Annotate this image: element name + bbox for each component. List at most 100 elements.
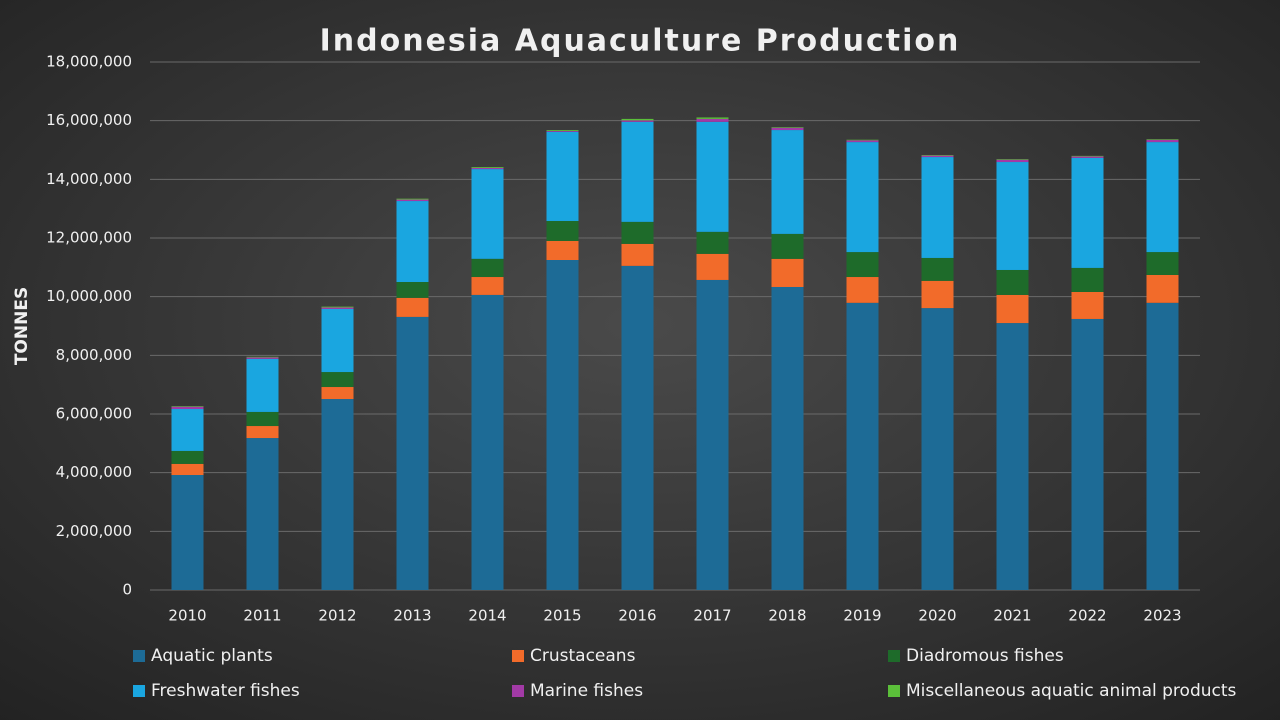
- bar-segment: [846, 140, 879, 143]
- bar-segment: [1146, 252, 1179, 275]
- bar-segment: [396, 201, 429, 282]
- bar-segment: [621, 265, 654, 590]
- x-tick-label: 2021: [993, 607, 1031, 625]
- legend-label: Miscellaneous aquatic animal products: [906, 681, 1237, 701]
- bar-segment: [696, 121, 729, 232]
- y-tick-label: 2,000,000: [56, 522, 132, 540]
- bar-segment: [321, 399, 354, 590]
- bar-segment: [696, 231, 729, 254]
- legend-swatch: [133, 685, 145, 697]
- bar-segment: [621, 120, 654, 122]
- y-tick-label: 14,000,000: [46, 170, 132, 188]
- bar-segment: [471, 167, 504, 170]
- bar-segment: [171, 463, 204, 476]
- bar-segment: [246, 426, 279, 439]
- x-tick-label: 2018: [768, 607, 806, 625]
- x-tick-label: 2020: [918, 607, 956, 625]
- x-tick-label: 2022: [1068, 607, 1106, 625]
- bar-segment: [246, 357, 279, 359]
- bar-segment: [171, 406, 204, 410]
- y-tick-label: 4,000,000: [56, 463, 132, 481]
- bar-segment: [771, 127, 804, 128]
- bar-segment: [996, 294, 1029, 324]
- bar-segment: [621, 118, 654, 121]
- bar-segment: [546, 131, 579, 221]
- bar-segment: [396, 198, 429, 200]
- bar-segment: [171, 409, 204, 451]
- bar-segment: [1146, 142, 1179, 253]
- bar-segment: [321, 308, 354, 373]
- bar-segment: [246, 411, 279, 427]
- bar-segment: [846, 302, 879, 590]
- bar-segment: [396, 316, 429, 590]
- bar-segment: [1071, 267, 1104, 292]
- bar-segment: [771, 258, 804, 287]
- legend-label: Freshwater fishes: [151, 681, 300, 701]
- bar-segment: [996, 269, 1029, 295]
- bar-segment: [1071, 318, 1104, 590]
- bar-segment: [771, 286, 804, 590]
- legend-swatch: [512, 685, 524, 697]
- bar-segment: [1146, 274, 1179, 303]
- bar-segment: [846, 277, 879, 303]
- bar-segment: [921, 257, 954, 281]
- legend-swatch: [512, 650, 524, 662]
- x-tick-label: 2011: [243, 607, 281, 625]
- bar-segment: [246, 356, 279, 358]
- bar-segment: [396, 297, 429, 317]
- bar-segment: [921, 308, 954, 590]
- x-tick-label: 2012: [318, 607, 356, 625]
- bar-segment: [1071, 155, 1104, 157]
- bar-segment: [546, 130, 579, 131]
- bar-segment: [996, 162, 1029, 270]
- bar-segment: [471, 277, 504, 295]
- legend-swatch: [888, 685, 900, 697]
- bar-segment: [396, 282, 429, 298]
- bar-segment: [771, 127, 804, 131]
- bar-segment: [546, 240, 579, 260]
- y-tick-label: 8,000,000: [56, 346, 132, 364]
- x-tick-label: 2019: [843, 607, 881, 625]
- bar-segment: [321, 372, 354, 388]
- bar-segment: [1146, 302, 1179, 590]
- bar-segment: [996, 159, 1029, 163]
- bar-segment: [996, 323, 1029, 590]
- y-tick-label: 10,000,000: [46, 287, 132, 305]
- bar-segment: [771, 233, 804, 259]
- bar-segment: [246, 438, 279, 590]
- bar-segment: [1071, 157, 1104, 268]
- bar-segment: [321, 307, 354, 309]
- bar-segment: [921, 157, 954, 258]
- y-tick-label: 0: [122, 581, 132, 599]
- bar-segment: [696, 118, 729, 122]
- bar-segment: [471, 294, 504, 590]
- bar-segment: [171, 475, 204, 590]
- bar-segment: [621, 243, 654, 266]
- bar-segment: [471, 169, 504, 259]
- bar-segment: [1071, 156, 1104, 158]
- legend-label: Diadromous fishes: [906, 646, 1064, 666]
- y-tick-label: 16,000,000: [46, 111, 132, 129]
- bar-segment: [171, 450, 204, 464]
- x-tick-label: 2013: [393, 607, 431, 625]
- bar-segment: [846, 142, 879, 253]
- bar-segment: [471, 167, 504, 168]
- bar-segment: [546, 260, 579, 590]
- bar-segment: [546, 220, 579, 241]
- bar-segment: [321, 387, 354, 400]
- chart-title: Indonesia Aquaculture Production: [320, 24, 961, 59]
- bar-segment: [1146, 139, 1179, 143]
- legend-swatch: [133, 650, 145, 662]
- bar-segment: [546, 130, 579, 132]
- bar-segment: [846, 252, 879, 278]
- bar-segment: [921, 155, 954, 158]
- y-axis-title: TONNES: [12, 287, 32, 365]
- bar-segment: [846, 139, 879, 141]
- bar-segment: [621, 121, 654, 222]
- bar-segment: [696, 117, 729, 119]
- bar-segment: [996, 159, 1029, 160]
- bar-segment: [621, 221, 654, 244]
- bar-segment: [171, 406, 204, 407]
- x-tick-label: 2016: [618, 607, 656, 625]
